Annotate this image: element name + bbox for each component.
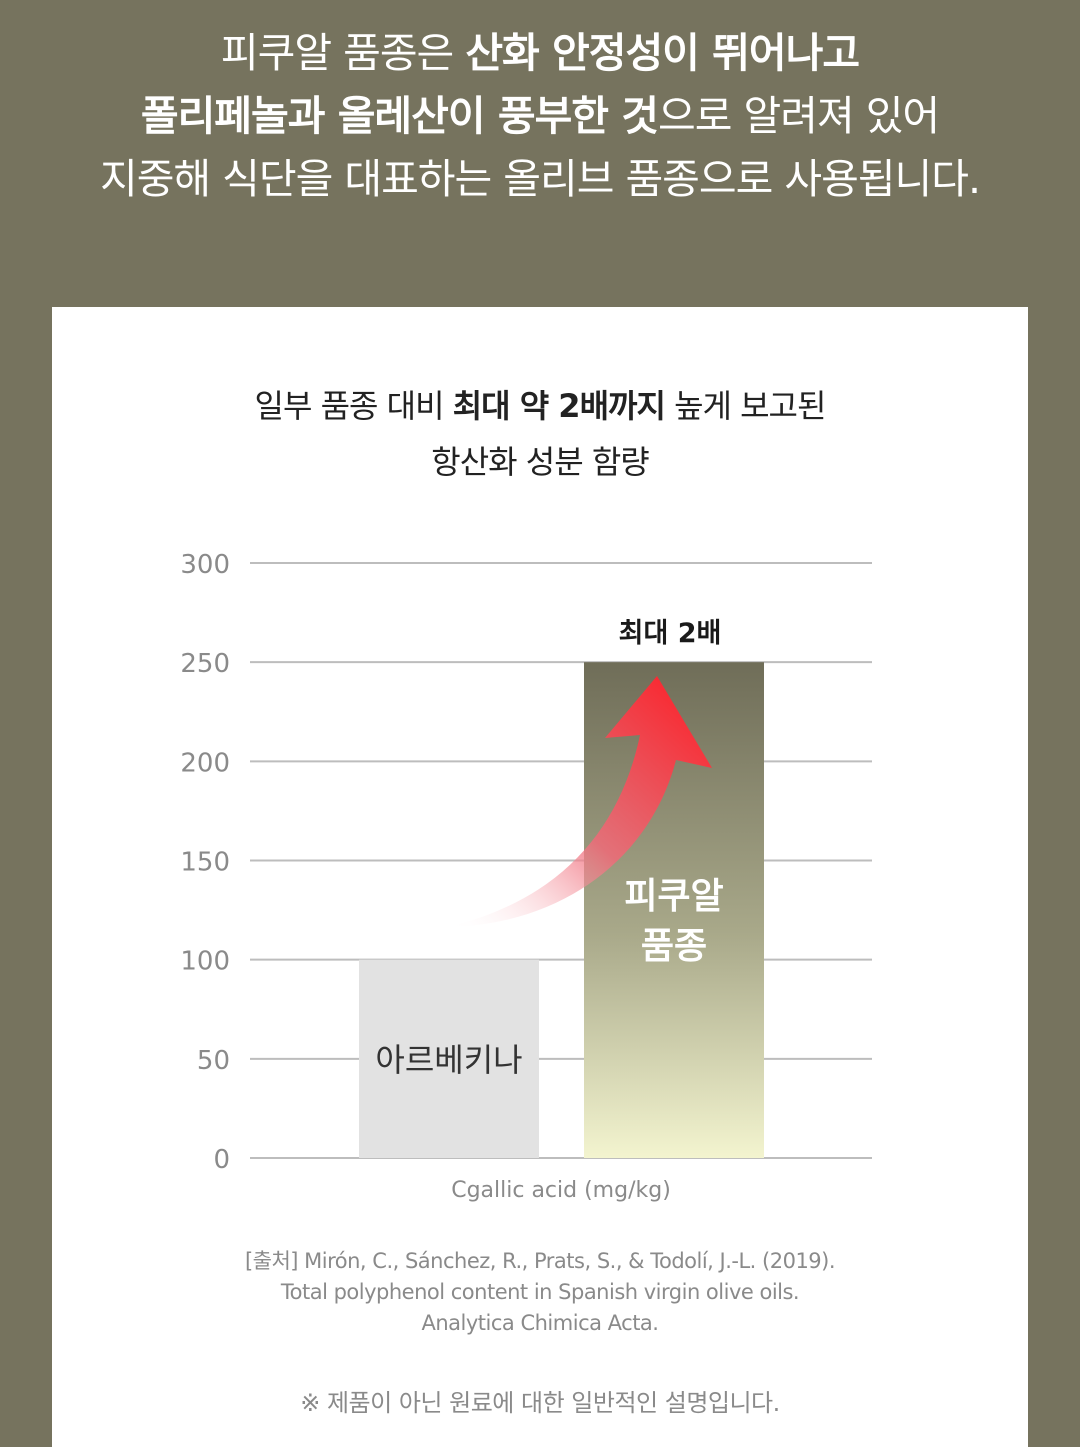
y-tick-label-200: 200 bbox=[180, 748, 230, 778]
chart-title-bold: 최대 약 2배까지 bbox=[452, 387, 666, 425]
header-line-1-normal: 피쿠알 품종은 bbox=[220, 29, 466, 77]
header-line-1-bold: 산화 안정성이 뛰어나고 bbox=[465, 29, 860, 77]
bar-label-1: 아르베키나 bbox=[375, 1041, 522, 1079]
chart-title-line-2: 항산화 성분 함량 bbox=[431, 443, 649, 481]
bar-1 bbox=[359, 959, 539, 1158]
chart-card bbox=[52, 307, 1028, 1447]
y-tick-label-250: 250 bbox=[180, 649, 230, 679]
y-tick-label-100: 100 bbox=[180, 947, 230, 977]
chart-title: 일부 품종 대비 최대 약 2배까지 높게 보고된 항산화 성분 함량 bbox=[0, 378, 1080, 490]
y-tick-label-50: 50 bbox=[197, 1046, 230, 1076]
bar-chart: 0 50 100 150 200 250 300 아르베키나 피쿠알 품종 최대 2배 Cgallic… bbox=[180, 550, 872, 1203]
source-citation: [출처] Mirón, C., Sánchez, R., Prats, S., … bbox=[0, 1246, 1080, 1339]
header-line-2-normal: 으로 알려져 있어 bbox=[658, 92, 940, 140]
chart-title-post: 높게 보고된 bbox=[664, 387, 826, 425]
source-line-3: Analytica Chimica Acta. bbox=[421, 1311, 659, 1335]
source-line-1: [출처] Mirón, C., Sánchez, R., Prats, S., … bbox=[244, 1249, 836, 1273]
header-line-2: 폴리페놀과 올레산이 풍부한 것으로 알려져 있어 bbox=[0, 85, 1080, 148]
bar-label-2: 피쿠알 품종 bbox=[624, 876, 723, 967]
annotation-label: 최대 2배 bbox=[619, 618, 722, 649]
y-tick-label-0: 0 bbox=[213, 1145, 230, 1175]
disclaimer-note: ※ 제품이 아닌 원료에 대한 일반적인 설명입니다. bbox=[300, 1389, 780, 1417]
chart-title-pre: 일부 품종 대비 bbox=[254, 387, 453, 425]
y-tick-label-150: 150 bbox=[180, 848, 230, 878]
chart-title-line-1: 일부 품종 대비 최대 약 2배까지 높게 보고된 bbox=[0, 378, 1080, 434]
y-tick-label-300: 300 bbox=[180, 550, 230, 580]
header-line-3: 지중해 식단을 대표하는 올리브 품종으로 사용됩니다. bbox=[99, 155, 981, 203]
source-line-2: Total polyphenol content in Spanish virg… bbox=[280, 1280, 800, 1304]
header-line-2-bold: 폴리페놀과 올레산이 풍부한 것 bbox=[140, 92, 659, 140]
header-text: 피쿠알 품종은 산화 안정성이 뛰어나고 폴리페놀과 올레산이 풍부한 것으로 … bbox=[0, 22, 1080, 211]
x-axis-label: Cgallic acid (mg/kg) bbox=[451, 1178, 671, 1203]
header-line-1: 피쿠알 품종은 산화 안정성이 뛰어나고 bbox=[0, 22, 1080, 85]
increase-arrow bbox=[448, 676, 712, 927]
